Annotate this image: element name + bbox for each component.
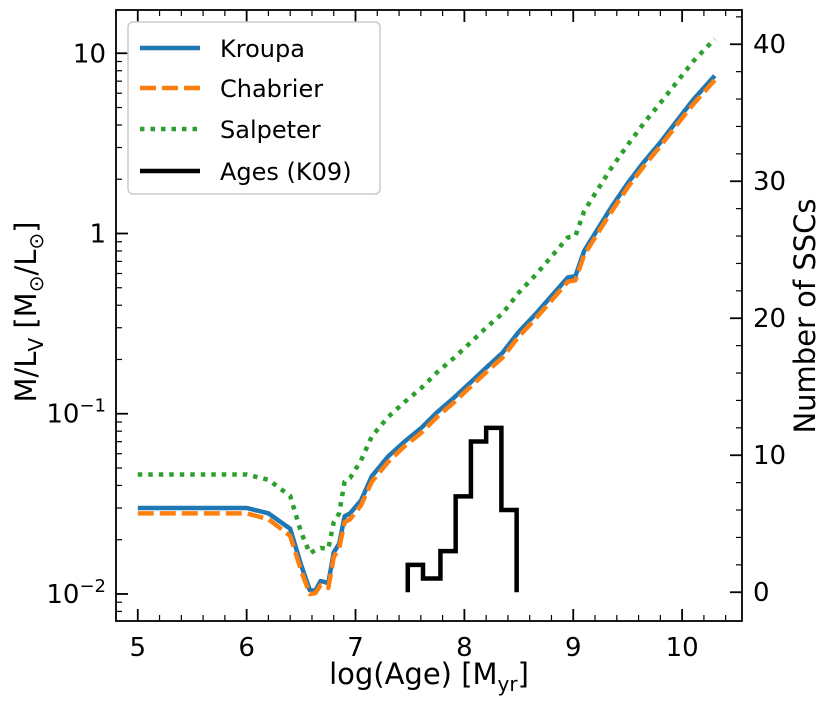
y-right-tick-label: 30 <box>753 167 786 197</box>
y-left-tick-label: 10−2 <box>46 576 106 610</box>
legend: Kroupa Chabrier Salpeter Ages (K09) <box>127 21 381 195</box>
series-line-salpeter <box>137 37 717 556</box>
plot-area <box>137 37 717 597</box>
y-right-tick-label: 10 <box>753 441 786 471</box>
y-right-tick-label: 40 <box>753 30 786 60</box>
y-right-axis-label: Number of SSCs <box>788 198 822 433</box>
y-right-tick-label: 0 <box>753 578 770 608</box>
series-line-kroupa <box>137 74 717 594</box>
x-tick-label: 6 <box>238 633 255 663</box>
y-right-tick-label: 20 <box>753 304 786 334</box>
legend-label-ages: Ages (K09) <box>220 158 352 186</box>
x-tick-label: 9 <box>565 633 582 663</box>
y-left-axis-label: M/LV [M⊙/L⊙] <box>9 222 48 403</box>
x-tick-label: 8 <box>456 633 473 663</box>
y-left-tick-label: 1 <box>89 219 106 249</box>
legend-label-kroupa: Kroupa <box>220 35 305 63</box>
legend-label-chabrier: Chabrier <box>220 75 323 103</box>
x-tick-label: 10 <box>666 633 699 663</box>
histogram-ages-k09 <box>405 425 519 593</box>
legend-box <box>127 21 381 195</box>
axes-frame <box>115 9 743 622</box>
ticks-layer: 5 6 7 8 9 10 10−2 10−1 1 10 0 10 20 30 40 <box>46 10 786 663</box>
x-tick-label: 7 <box>347 633 364 663</box>
x-axis-label: log(Age) [Myr] <box>329 657 529 696</box>
series-line-chabrier <box>137 78 717 597</box>
x-tick-label: 5 <box>130 633 147 663</box>
legend-label-salpeter: Salpeter <box>220 116 321 144</box>
y-left-tick-label: 10−1 <box>46 396 106 430</box>
y-left-tick-label: 10 <box>73 39 106 69</box>
